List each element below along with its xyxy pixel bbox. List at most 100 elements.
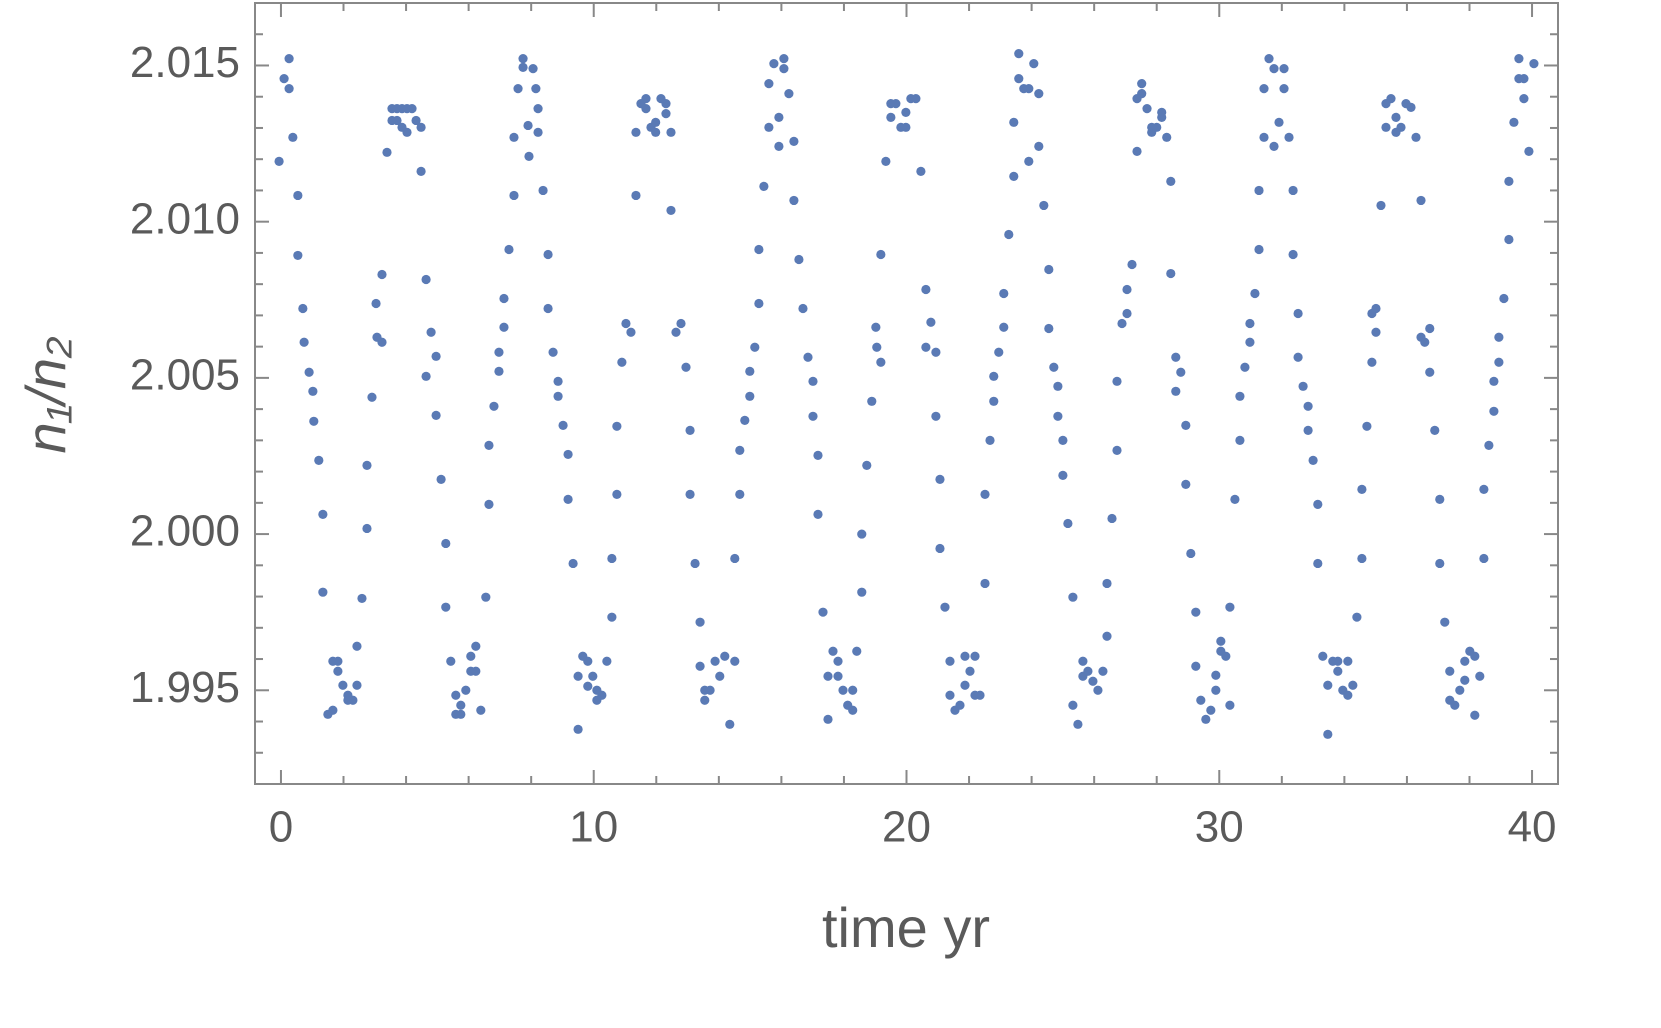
point (328, 705, 338, 715)
point (1250, 288, 1260, 299)
point (1509, 117, 1519, 127)
point (1529, 59, 1539, 69)
point (583, 681, 593, 691)
point (626, 327, 636, 337)
point (666, 127, 676, 137)
point (848, 685, 858, 695)
point (441, 602, 451, 612)
point (940, 602, 950, 612)
point (1122, 284, 1132, 295)
point (451, 690, 461, 700)
point (533, 103, 543, 114)
point (661, 108, 671, 119)
point (1293, 308, 1303, 319)
point (1475, 671, 1485, 681)
point (1371, 327, 1381, 337)
point (1420, 337, 1430, 347)
point (548, 347, 558, 357)
point (1191, 661, 1201, 671)
point (431, 410, 441, 420)
point (377, 337, 387, 347)
point (828, 646, 838, 656)
y-tick-label: 2.015 (130, 38, 240, 87)
point (1068, 592, 1078, 602)
point (641, 93, 651, 104)
point (284, 54, 294, 64)
point (798, 303, 808, 314)
point (573, 724, 583, 734)
point (1455, 685, 1465, 695)
point (1127, 259, 1137, 270)
point (1504, 176, 1514, 186)
point (588, 671, 598, 681)
point (1460, 675, 1470, 685)
point (1206, 705, 1216, 715)
point (1352, 612, 1362, 622)
point (886, 112, 896, 122)
point (685, 489, 695, 500)
point (1004, 229, 1014, 240)
point (891, 98, 901, 109)
point (631, 127, 641, 137)
point (960, 680, 970, 690)
point (1484, 440, 1494, 450)
point (1416, 195, 1426, 206)
point (1303, 401, 1313, 411)
point (1279, 83, 1289, 94)
point (911, 93, 921, 104)
point (318, 509, 328, 519)
point (1044, 264, 1054, 275)
point (568, 558, 578, 569)
point (499, 322, 509, 332)
point (671, 327, 681, 337)
point (1396, 122, 1406, 132)
point (985, 435, 995, 445)
point (1235, 391, 1245, 401)
point (676, 318, 686, 329)
point (779, 54, 789, 64)
point (989, 371, 999, 381)
point (563, 449, 573, 460)
point (1259, 83, 1269, 94)
point (308, 386, 318, 396)
point (1425, 367, 1435, 377)
point (357, 593, 367, 604)
point (916, 166, 926, 176)
point (1430, 425, 1440, 435)
point (784, 88, 794, 99)
point (1303, 425, 1313, 435)
point (745, 391, 755, 401)
point (745, 366, 755, 376)
point (1386, 93, 1396, 104)
point (533, 127, 543, 137)
point (1171, 386, 1181, 396)
point (1499, 293, 1509, 304)
point (666, 205, 676, 216)
point (518, 54, 528, 64)
x-axis-label: time yr (822, 896, 990, 959)
point (1504, 234, 1514, 245)
point (531, 83, 541, 94)
point (1225, 700, 1235, 710)
point (848, 705, 858, 715)
point (975, 690, 985, 700)
point (1157, 112, 1167, 122)
point (1371, 303, 1381, 314)
point (284, 83, 294, 94)
point (476, 705, 486, 715)
point (583, 656, 593, 666)
point (362, 523, 372, 534)
point (1245, 318, 1255, 329)
point (1524, 146, 1534, 156)
point (681, 362, 691, 372)
point (558, 420, 568, 430)
x-tick-label: 0 (269, 803, 293, 852)
point (1245, 337, 1255, 347)
point (1063, 518, 1073, 529)
x-tick-label: 40 (1508, 803, 1557, 852)
point (715, 671, 725, 681)
point (1034, 88, 1044, 99)
point (700, 695, 710, 705)
point (612, 421, 622, 431)
